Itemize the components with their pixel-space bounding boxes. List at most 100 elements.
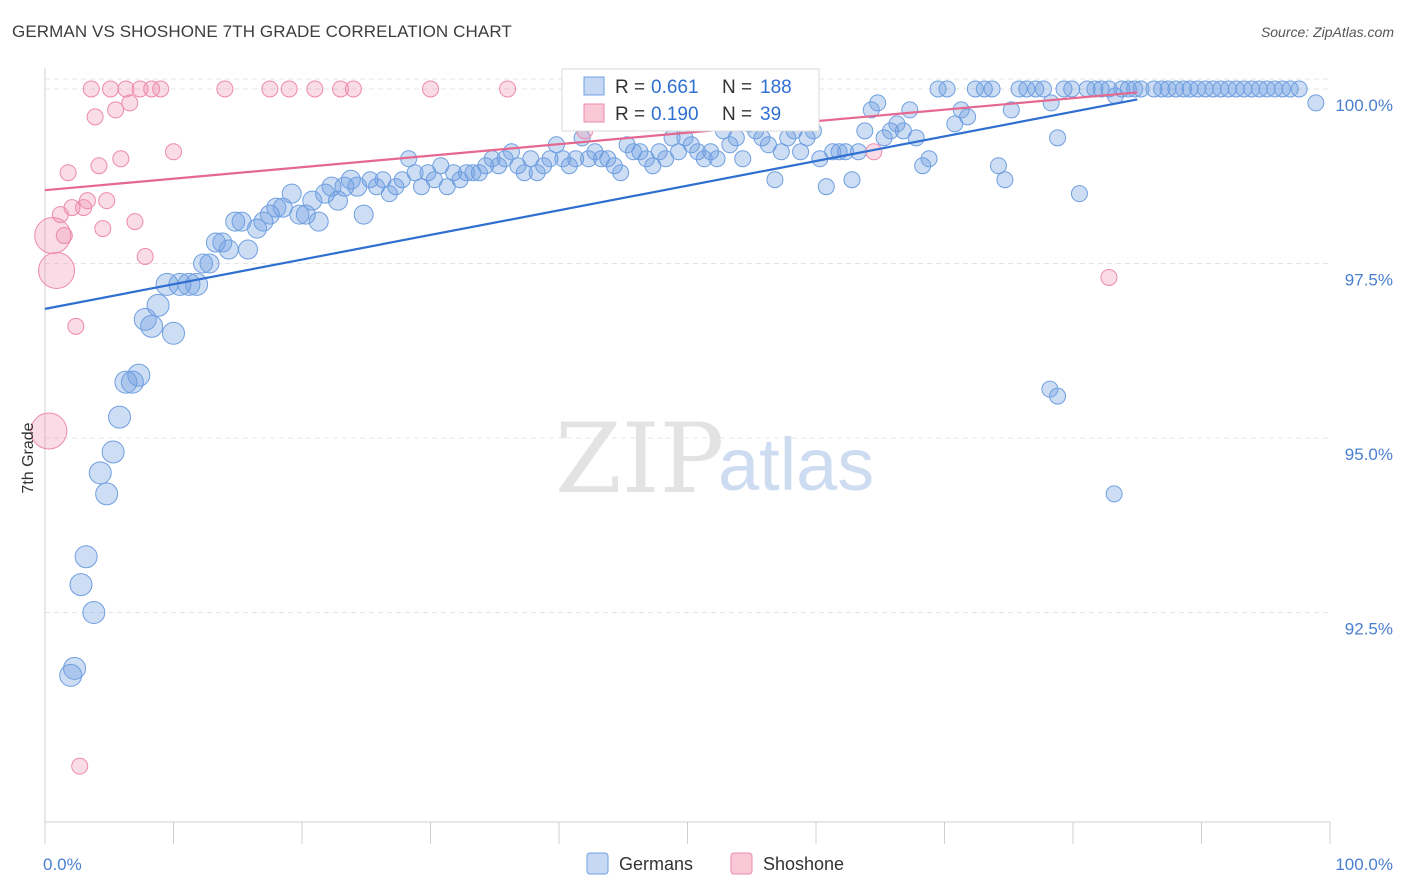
germans-point [670,143,688,161]
y-tick-label: 95.0% [1345,445,1393,464]
shoshone-point [165,143,182,161]
germans-point [824,143,842,161]
x-tick-label: 0.0% [43,855,82,874]
germans-point [225,211,246,232]
germans-point [592,150,610,168]
germans-point [612,164,630,182]
germans-point [599,150,617,168]
germans-point [419,164,437,182]
germans-point [368,178,386,196]
legend-r-label-germans: R = [615,77,645,98]
germans-point [146,293,170,317]
germans-point [302,190,323,211]
germans-point [1063,80,1081,98]
germans-point [605,157,623,175]
germans-point [702,143,720,161]
germans-point [387,178,405,196]
y-tick-labels: 92.5% 95.0% 97.5% 100.0% [1335,96,1393,639]
shoshone-point [98,192,116,210]
germans-point [875,129,893,147]
germans-point [490,157,508,175]
germans-point [1002,101,1020,119]
germans-point [966,80,984,98]
shoshone-point [306,80,324,98]
shoshone-point [102,80,120,98]
germans-point [759,136,777,154]
bottom-legend-label-shoshone: Shoshone [763,854,844,874]
shoshone-point [131,80,149,98]
germans-point [695,150,713,168]
germans-point [625,143,643,161]
germans-point [920,150,938,168]
shoshone-point [67,317,85,335]
germans-point [120,370,144,394]
germans-point [843,171,861,189]
germans-point [560,157,578,175]
germans-point [522,150,540,168]
germans-trend-line [44,98,1138,310]
shoshone-point [117,80,135,98]
germans-point [888,115,906,133]
germans-point [644,157,662,175]
germans-point [108,405,132,429]
germans-point [88,461,112,485]
germans-point [95,482,119,506]
germans-point [451,171,469,189]
legend-n-label-germans: N = [722,77,752,98]
germans-point [631,143,649,161]
germans-point [380,185,398,203]
shoshone-point [82,80,100,98]
legend-n-value-shoshone: 39 [760,104,781,125]
germans-point [682,136,700,154]
germans-point [1042,94,1060,112]
germans-point [199,253,220,274]
germans-point [554,150,572,168]
germans-point [1070,185,1088,203]
germans-point [996,171,1014,189]
germans-point [406,164,424,182]
y-tick-label: 97.5% [1345,270,1393,289]
bottom-legend: Germans Shoshone [586,852,844,875]
germans-point [515,164,533,182]
germans-point [445,164,463,182]
germans-point [618,136,636,154]
germans-point [353,204,374,225]
shoshone-point [261,80,279,98]
germans-point [541,150,559,168]
legend-n-label-shoshone: N = [722,104,752,125]
shoshone-point [94,220,112,238]
germans-point [650,143,668,161]
shoshone-point [55,227,73,245]
germans-point [734,150,752,168]
germans-point [140,314,164,338]
y-tick-label: 100.0% [1335,96,1393,115]
legend-r-value-shoshone: 0.190 [651,104,699,125]
germans-point [721,136,739,154]
germans-point [708,150,726,168]
germans-point [580,150,598,168]
watermark: ZIP atlas [555,403,874,515]
germans-point [432,157,450,175]
germans-point [69,573,93,597]
germans-point [637,150,655,168]
legend-r-value-germans: 0.661 [651,77,699,98]
germans-point [689,143,707,161]
germans-point [457,164,475,182]
germans-point [218,239,239,260]
germans-point [817,178,835,196]
shoshone-point [499,80,517,98]
germans-point [63,656,87,680]
germans-point [193,253,214,274]
germans-point [938,80,956,98]
shoshone-point [112,150,130,168]
legend-box: R = 0.661 N = 188 R = 0.190 N = 39 [561,68,820,132]
germans-point [535,157,553,175]
bottom-legend-swatch-shoshone [730,852,753,875]
shoshone-point [59,164,77,182]
germans-point [1018,80,1036,98]
shoshone-point [86,108,104,126]
germans-point [289,204,310,225]
germans-point [862,101,880,119]
chart-title: GERMAN VS SHOSHONE 7TH GRADE CORRELATION… [12,22,512,41]
